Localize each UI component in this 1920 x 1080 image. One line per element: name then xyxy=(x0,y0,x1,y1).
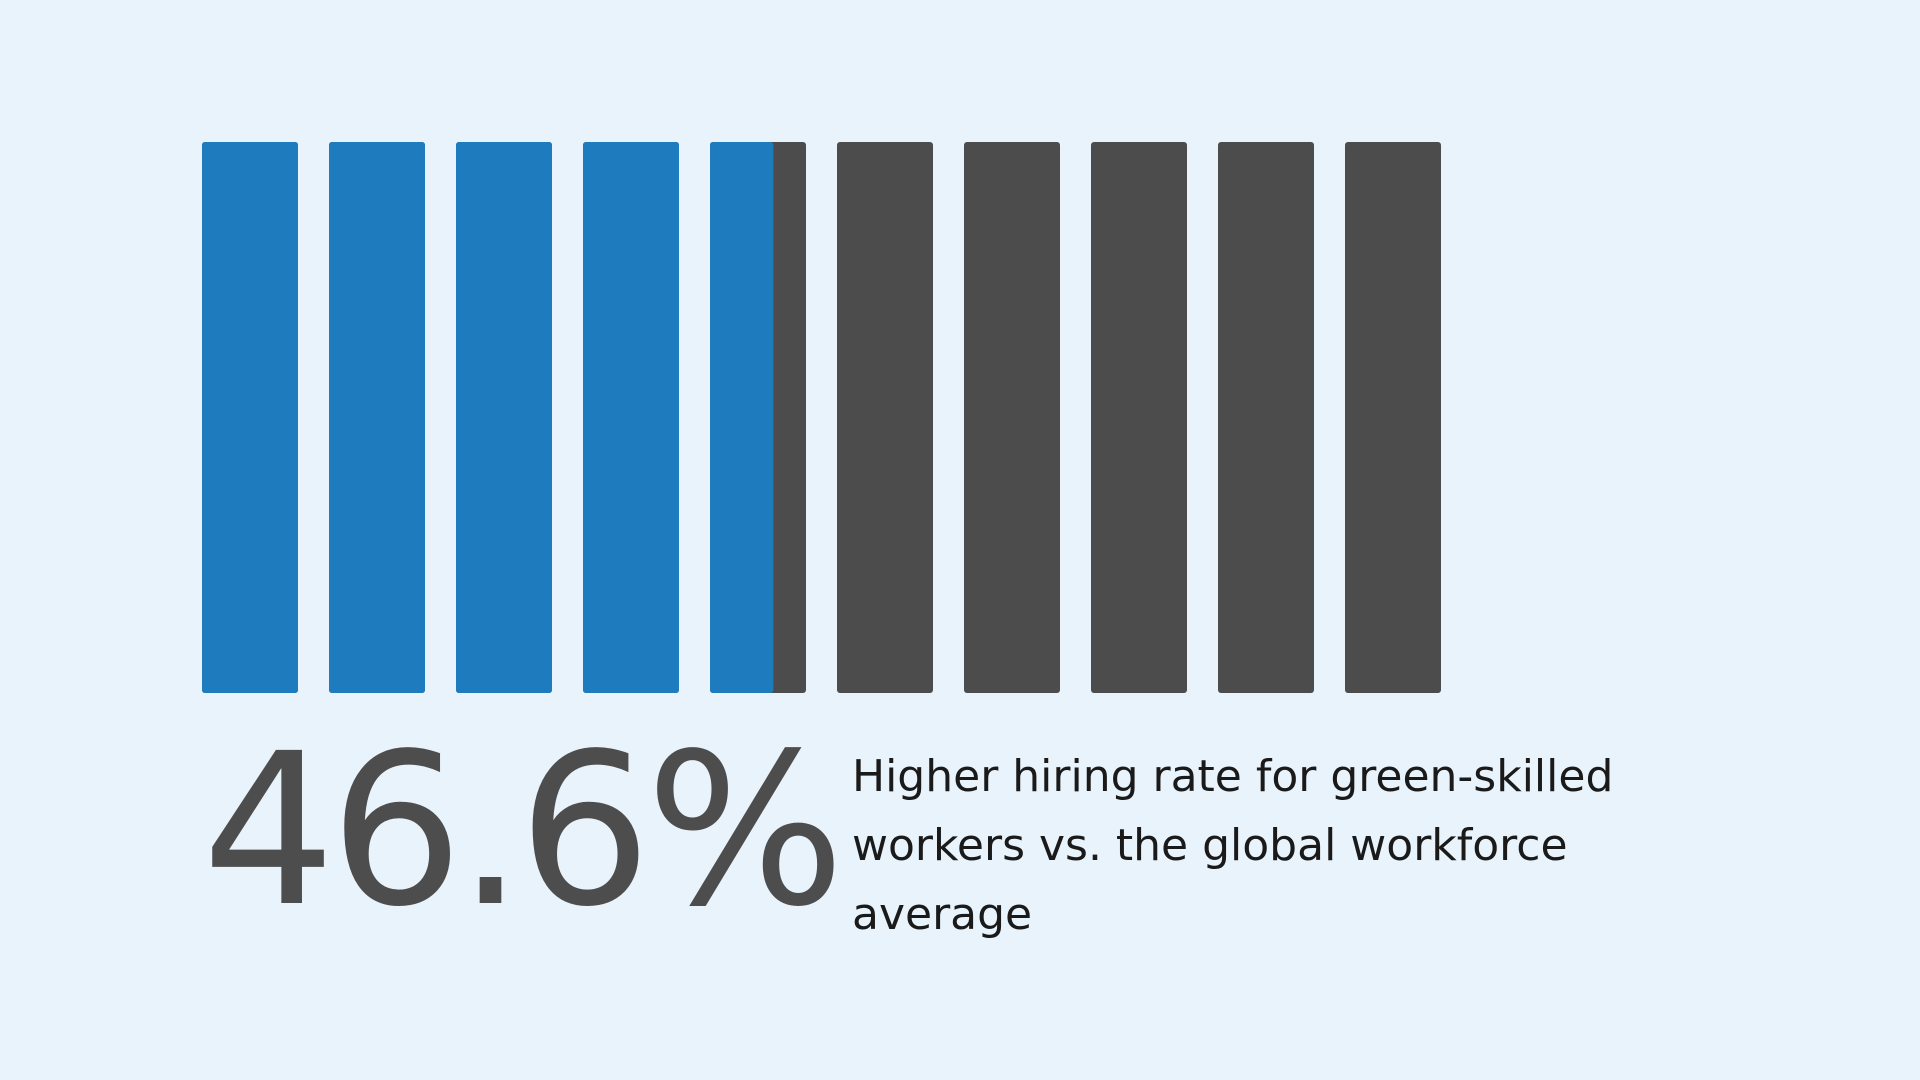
bar-unit-9 xyxy=(1218,142,1314,693)
bar-unit-6 xyxy=(837,142,933,693)
stat-caption: Higher hiring rate for green-skilled wor… xyxy=(852,751,1614,940)
bar-unit-10 xyxy=(1345,142,1441,693)
bar-unit-8 xyxy=(1091,142,1187,693)
stat-value: 46.6% xyxy=(202,708,845,953)
bar-fill-5 xyxy=(710,142,774,693)
bar-fill-2 xyxy=(329,142,425,693)
bar-fill-3 xyxy=(456,142,552,693)
progress-bars-chart xyxy=(202,142,1441,693)
bar-unit-7 xyxy=(964,142,1060,693)
bar-fill-4 xyxy=(583,142,679,693)
bar-fill-1 xyxy=(202,142,298,693)
